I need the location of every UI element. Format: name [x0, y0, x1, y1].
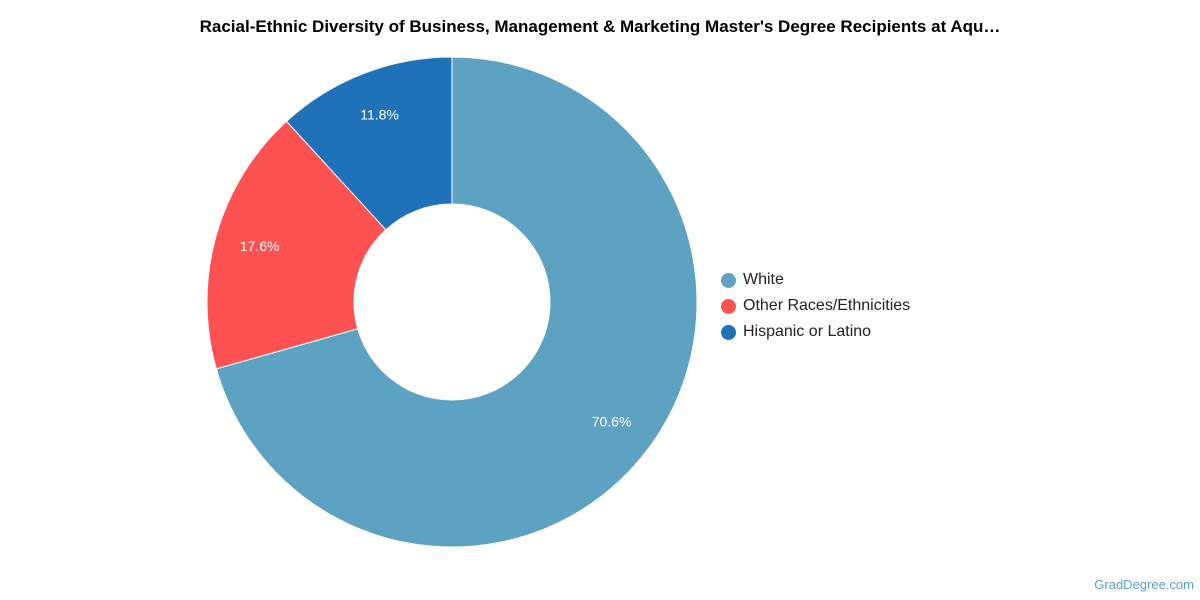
- data-label-other-races: 17.6%: [240, 238, 280, 254]
- slices-group: [206, 56, 698, 548]
- chart-title: Racial-Ethnic Diversity of Business, Man…: [199, 17, 1001, 36]
- legend-label-white: White: [743, 271, 784, 288]
- chart-legend: White Other Races/Ethnicities Hispanic o…: [721, 267, 910, 345]
- slice-white[interactable]: [215, 56, 698, 548]
- legend-item-white[interactable]: White: [721, 267, 910, 293]
- data-label-hispanic: 11.8%: [360, 106, 399, 122]
- watermark: GradDegree.com: [1094, 577, 1194, 592]
- legend-label-other-races: Other Races/Ethnicities: [743, 297, 911, 314]
- slice-hispanic[interactable]: [285, 56, 453, 231]
- data-label-white: 70.6%: [592, 413, 632, 429]
- legend-item-hispanic[interactable]: Hispanic or Latino: [721, 319, 910, 345]
- legend-swatch-hispanic: [721, 324, 736, 340]
- data-labels-group: 70.6% 17.6% 11.8%: [240, 106, 632, 429]
- legend-label-hispanic: Hispanic or Latino: [743, 323, 872, 340]
- legend-item-other-races[interactable]: Other Races/Ethnicities: [721, 293, 910, 319]
- legend-swatch-other-races: [721, 298, 736, 314]
- slice-other-races[interactable]: [206, 120, 387, 370]
- legend-swatch-white: [721, 272, 736, 288]
